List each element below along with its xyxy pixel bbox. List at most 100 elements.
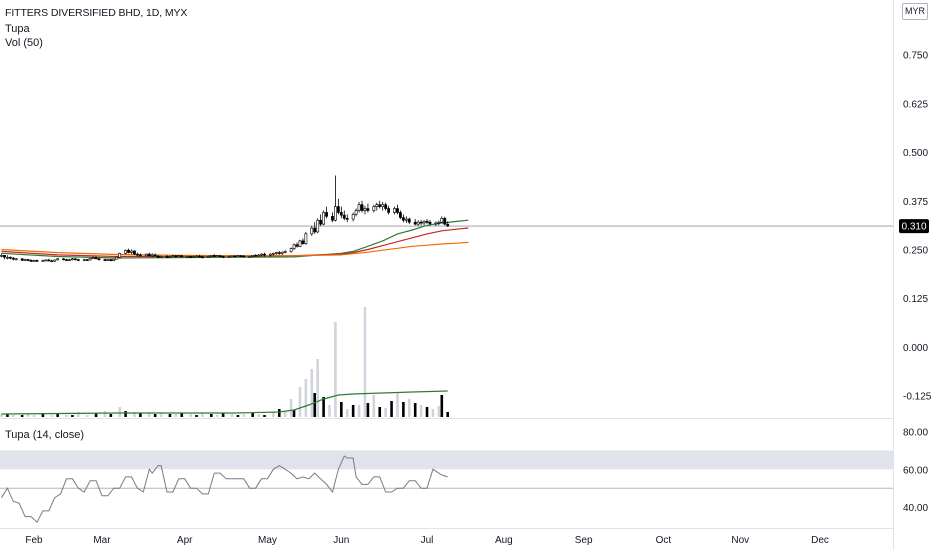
- candle: [384, 202, 388, 211]
- candle: [378, 200, 382, 209]
- candle: [387, 205, 391, 215]
- volume-bar: [174, 414, 178, 417]
- candle: [298, 239, 302, 248]
- volume-bar: [283, 411, 287, 417]
- candle-body: [127, 249, 130, 253]
- candle: [115, 256, 119, 260]
- volume-bar: [32, 415, 36, 417]
- candle: [263, 252, 266, 257]
- candle-body: [422, 221, 426, 224]
- oscillator-legend[interactable]: Tupa (14, close): [5, 429, 85, 441]
- candle: [236, 254, 240, 258]
- candle: [419, 219, 423, 226]
- candle: [8, 256, 12, 260]
- candle: [20, 258, 24, 262]
- candle-body: [198, 255, 201, 258]
- candle-body: [446, 223, 450, 227]
- volume-bar: [0, 414, 3, 417]
- candle: [212, 254, 216, 258]
- candle-body: [130, 250, 133, 253]
- volume-bar: [313, 393, 317, 417]
- candle: [283, 250, 287, 254]
- candle-body: [280, 251, 284, 254]
- candle: [407, 217, 411, 225]
- candle: [3, 254, 6, 260]
- volume-ma-line: [1, 390, 448, 415]
- candle: [316, 218, 320, 234]
- candle-body: [331, 216, 334, 221]
- candle: [201, 255, 204, 259]
- volume-bar: [118, 407, 121, 417]
- candle: [434, 221, 438, 227]
- candle-body: [153, 254, 157, 257]
- volume-bar: [351, 405, 355, 417]
- oscillator-tick-label: 80.00: [903, 428, 928, 439]
- candle-body: [76, 259, 80, 261]
- candle: [156, 254, 160, 259]
- indicator-legend[interactable]: Tupa: [5, 23, 30, 35]
- candle: [260, 253, 263, 257]
- currency-button[interactable]: MYR: [902, 3, 928, 20]
- candle-body: [301, 240, 305, 244]
- candle: [396, 204, 399, 215]
- time-tick-label: Dec: [811, 535, 829, 546]
- candle-body: [47, 259, 51, 262]
- candle: [91, 256, 95, 260]
- candle-body: [91, 257, 95, 259]
- candle-body: [94, 257, 98, 260]
- candle-body: [401, 217, 405, 221]
- volume-bar: [289, 399, 293, 417]
- candle: [192, 255, 195, 259]
- candle: [62, 258, 65, 261]
- candle: [230, 255, 234, 258]
- candle: [363, 205, 367, 215]
- candle-body: [372, 206, 376, 211]
- candle-body: [277, 252, 281, 254]
- candle-body: [14, 258, 18, 261]
- candle-body: [274, 252, 278, 254]
- candle-body: [363, 208, 367, 211]
- candle: [127, 248, 130, 254]
- oscillator-tick-label: 40.00: [903, 503, 928, 514]
- candle-body: [71, 258, 74, 261]
- candle: [416, 220, 420, 227]
- candle: [56, 258, 60, 261]
- candle: [44, 259, 48, 262]
- candle-body: [20, 258, 24, 261]
- candle-body: [393, 208, 396, 213]
- candle-body: [354, 210, 358, 215]
- volume-bar: [413, 403, 417, 417]
- candle-body: [271, 253, 275, 255]
- price-tick-label: 0.000: [903, 343, 928, 354]
- volume-bar: [419, 405, 423, 417]
- candle: [14, 258, 18, 261]
- candle-body: [168, 256, 172, 258]
- time-tick-label: Mar: [93, 535, 111, 546]
- candle-body: [62, 258, 65, 261]
- volume-bar: [322, 397, 325, 417]
- candle-body: [399, 212, 402, 218]
- candle: [103, 258, 107, 262]
- volume-legend[interactable]: Vol (50): [5, 37, 43, 49]
- volume-bar: [431, 409, 435, 417]
- volume-bar: [366, 403, 370, 417]
- candle-body: [109, 259, 113, 262]
- candle-body: [425, 221, 429, 223]
- candle: [322, 210, 325, 226]
- candle-body: [165, 256, 169, 258]
- candle-body: [419, 221, 423, 224]
- candle-body: [378, 204, 382, 207]
- volume-bar: [215, 415, 219, 417]
- candle: [404, 216, 408, 223]
- volume-bar: [26, 414, 30, 417]
- candle-body: [230, 255, 234, 258]
- candle-body: [227, 256, 231, 258]
- candle: [289, 247, 293, 253]
- candle: [325, 206, 328, 219]
- candle: [280, 251, 284, 255]
- time-tick-label: Sep: [575, 535, 593, 546]
- candle: [375, 202, 379, 211]
- candle-body: [342, 214, 346, 219]
- chart-title[interactable]: FITTERS DIVERSIFIED BHD, 1D, MYX: [5, 7, 188, 19]
